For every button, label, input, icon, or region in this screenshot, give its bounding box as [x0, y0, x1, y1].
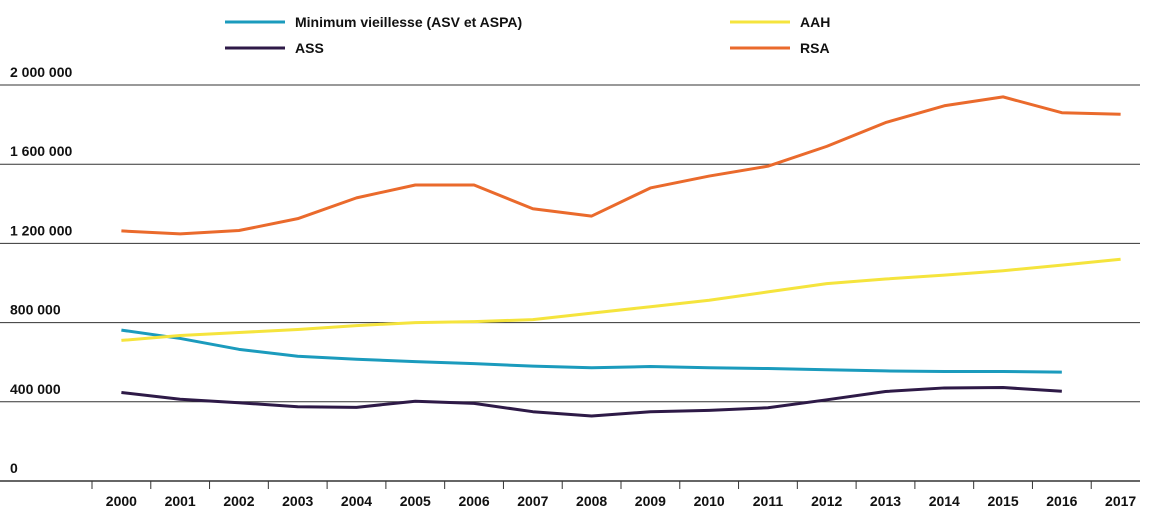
- legend-label: ASS: [295, 40, 324, 56]
- y-tick-label: 0: [10, 460, 18, 476]
- series-line: [121, 328, 1062, 374]
- y-tick-label: 1 600 000: [10, 143, 72, 159]
- x-tick-label: 2014: [929, 493, 960, 509]
- x-tick-label: 2016: [1046, 493, 1077, 509]
- x-tick-label: 2005: [400, 493, 431, 509]
- x-tick-label: 2007: [517, 493, 548, 509]
- x-tick-label: 2009: [635, 493, 666, 509]
- x-tick-label: 2006: [458, 493, 489, 509]
- x-tick-label: 2002: [223, 493, 254, 509]
- x-tick-label: 2015: [987, 493, 1018, 509]
- x-tick-label: 2010: [694, 493, 725, 509]
- legend-label: Minimum vieillesse (ASV et ASPA): [295, 14, 522, 30]
- y-tick-label: 400 000: [10, 381, 61, 397]
- y-tick-label: 1 200 000: [10, 222, 72, 238]
- y-tick-label: 800 000: [10, 302, 61, 318]
- x-tick-label: 2000: [106, 493, 137, 509]
- series-line: [121, 257, 1121, 342]
- x-tick-label: 2013: [870, 493, 901, 509]
- x-tick-label: 2004: [341, 493, 372, 509]
- series-line: [121, 95, 1121, 236]
- x-tick-label: 2008: [576, 493, 607, 509]
- legend-label: RSA: [800, 40, 830, 56]
- legend-label: AAH: [800, 14, 830, 30]
- x-tick-label: 2003: [282, 493, 313, 509]
- y-tick-label: 2 000 000: [10, 64, 72, 80]
- x-tick-label: 2011: [753, 493, 784, 509]
- x-tick-label: 2017: [1105, 493, 1136, 509]
- series-line: [121, 386, 1062, 418]
- x-tick-label: 2001: [165, 493, 196, 509]
- x-tick-label: 2012: [811, 493, 842, 509]
